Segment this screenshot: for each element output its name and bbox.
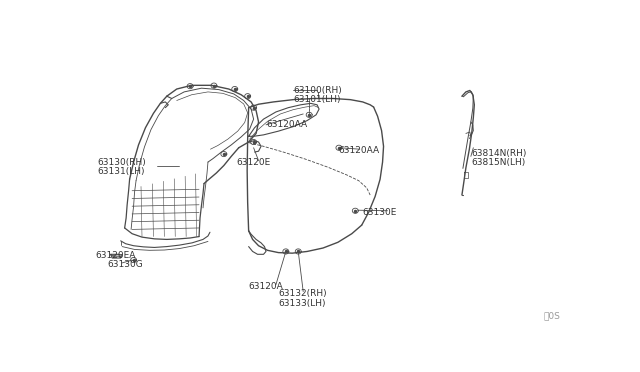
Text: 63120A: 63120A (249, 282, 284, 291)
Text: 63131(LH): 63131(LH) (97, 167, 145, 176)
Text: 挀0S: 挀0S (543, 311, 560, 320)
Text: 63130(RH): 63130(RH) (97, 158, 146, 167)
Text: 63101(LH): 63101(LH) (293, 95, 340, 104)
Text: 63130E: 63130E (363, 208, 397, 217)
Text: 63132(RH): 63132(RH) (278, 289, 327, 298)
Text: 63120AA: 63120AA (266, 121, 307, 129)
Text: 63815N(LH): 63815N(LH) (472, 158, 526, 167)
Text: 63133(LH): 63133(LH) (278, 298, 326, 308)
Text: 63120AA: 63120AA (338, 146, 379, 155)
Text: 63120EA: 63120EA (95, 251, 135, 260)
Text: 63120E: 63120E (236, 158, 271, 167)
Text: 63814N(RH): 63814N(RH) (472, 149, 527, 158)
Text: 63100(RH): 63100(RH) (293, 86, 342, 95)
Text: 63130G: 63130G (108, 260, 143, 269)
